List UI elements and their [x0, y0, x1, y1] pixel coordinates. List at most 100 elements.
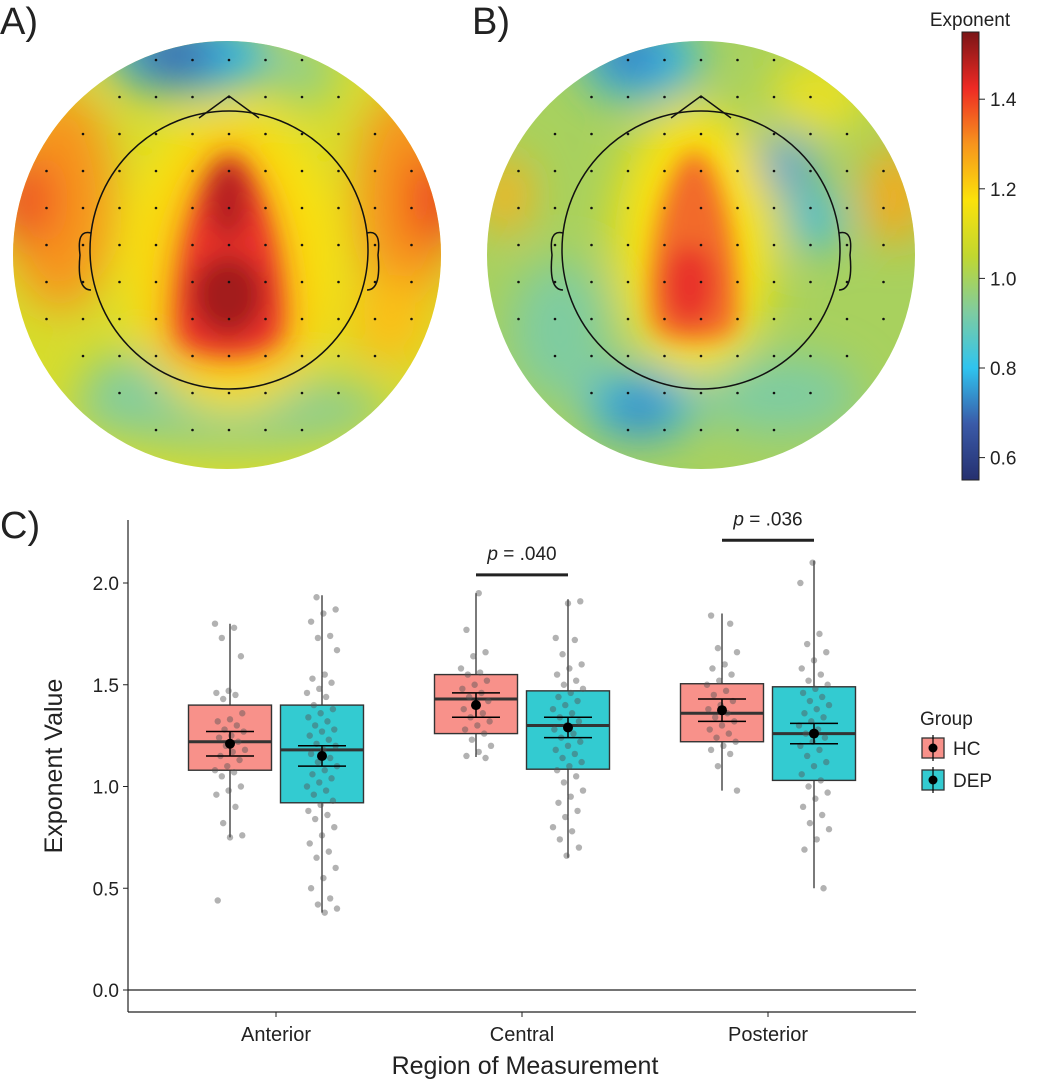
data-point: [459, 685, 466, 693]
data-point: [328, 679, 335, 686]
electrode-dot: [118, 354, 121, 358]
electrode-dot: [410, 206, 413, 210]
electrode-dot: [227, 95, 231, 99]
data-point: [714, 762, 722, 770]
electrode-dot: [626, 206, 630, 210]
electrode-dot: [809, 95, 812, 99]
x-tick-label-central: Central: [490, 1024, 554, 1046]
electrode-dot: [264, 317, 267, 321]
electrode-dot: [699, 354, 703, 358]
y-tick-label: 1.0: [93, 778, 119, 799]
electrode-dot: [45, 317, 48, 321]
data-point: [219, 819, 227, 827]
electrode-dot: [81, 243, 85, 247]
electrode-dot: [590, 132, 593, 136]
electrode-dot: [553, 132, 557, 136]
electrode-dot: [553, 280, 557, 284]
data-point: [213, 791, 220, 798]
mean-point: [225, 738, 235, 749]
colorbar: Exponent 0.6 0.8 1.0 1.2 1.4: [930, 10, 1017, 481]
data-point: [806, 819, 814, 827]
electrode-dot: [191, 132, 194, 136]
data-point: [333, 905, 341, 912]
electrode-dot: [337, 354, 340, 358]
electrode-dot: [191, 206, 194, 210]
data-point: [214, 718, 221, 725]
data-point: [707, 612, 715, 619]
data-point: [226, 716, 234, 723]
data-point: [725, 730, 733, 737]
data-point: [329, 797, 337, 804]
electrode-dot: [699, 58, 703, 62]
electrode-dot: [264, 132, 267, 136]
data-point: [306, 840, 313, 847]
data-point: [224, 762, 231, 770]
electrode-dot: [118, 243, 121, 247]
electrode-dot: [736, 243, 739, 247]
y-tick-label: 0.5: [93, 879, 119, 900]
data-point: [572, 677, 580, 684]
colorbar-title: Exponent: [930, 10, 1011, 31]
data-point: [575, 844, 583, 851]
electrode-dot: [809, 354, 812, 358]
data-point: [797, 579, 804, 587]
mean-point: [563, 722, 573, 733]
electrode-dot: [626, 243, 630, 247]
data-point: [555, 693, 562, 701]
data-point: [479, 710, 487, 717]
electrode-dot: [736, 317, 739, 321]
data-point: [714, 644, 722, 652]
electrode-dot: [118, 206, 121, 210]
electrode-dot: [227, 391, 231, 395]
electrode-dot: [373, 132, 377, 136]
electrode-dots-b: [517, 58, 885, 432]
electrode-dot: [227, 243, 231, 247]
electrode-dot: [626, 132, 630, 136]
data-point: [310, 701, 318, 709]
electrode-dot: [300, 391, 304, 395]
data-point: [215, 734, 223, 741]
data-point: [329, 705, 337, 713]
electrode-dot: [118, 317, 121, 321]
electrode-dot: [264, 391, 267, 395]
data-point: [316, 779, 323, 786]
data-point: [225, 687, 232, 695]
data-point: [313, 594, 320, 601]
data-point: [799, 689, 807, 697]
data-point: [314, 758, 322, 766]
electrode-dot: [300, 132, 304, 136]
panel-label-c: C): [0, 505, 40, 547]
electrode-dot: [300, 354, 304, 358]
electrode-dot: [81, 280, 85, 284]
electrode-dot: [772, 428, 776, 432]
colorbar-tick-label: 1.4: [990, 90, 1017, 111]
electrode-dot: [227, 132, 231, 136]
electrode-dot: [227, 354, 231, 358]
mean-point: [317, 750, 327, 761]
data-point: [563, 852, 570, 859]
electrode-dot: [81, 169, 85, 173]
electrode-dot: [264, 95, 267, 99]
electrode-dot: [191, 169, 194, 173]
electrode-dot: [736, 280, 739, 284]
data-point: [818, 811, 826, 819]
electrode-dot: [300, 317, 304, 321]
data-point: [722, 687, 730, 695]
data-point: [320, 874, 327, 882]
electrode-dot: [845, 169, 849, 173]
box-dep-anterior: [279, 594, 365, 916]
data-point: [332, 606, 339, 613]
data-point: [333, 646, 341, 654]
data-point: [703, 681, 711, 688]
electrode-dot: [590, 354, 593, 358]
electrode-dot: [699, 95, 703, 99]
electrode-dot: [809, 317, 812, 321]
data-point: [486, 718, 493, 725]
data-point: [566, 762, 573, 770]
data-point: [823, 648, 830, 656]
data-point: [716, 677, 723, 684]
data-point: [311, 722, 319, 729]
colorbar-gradient: [961, 31, 980, 481]
electrode-dot: [736, 95, 739, 99]
data-point: [805, 677, 812, 684]
